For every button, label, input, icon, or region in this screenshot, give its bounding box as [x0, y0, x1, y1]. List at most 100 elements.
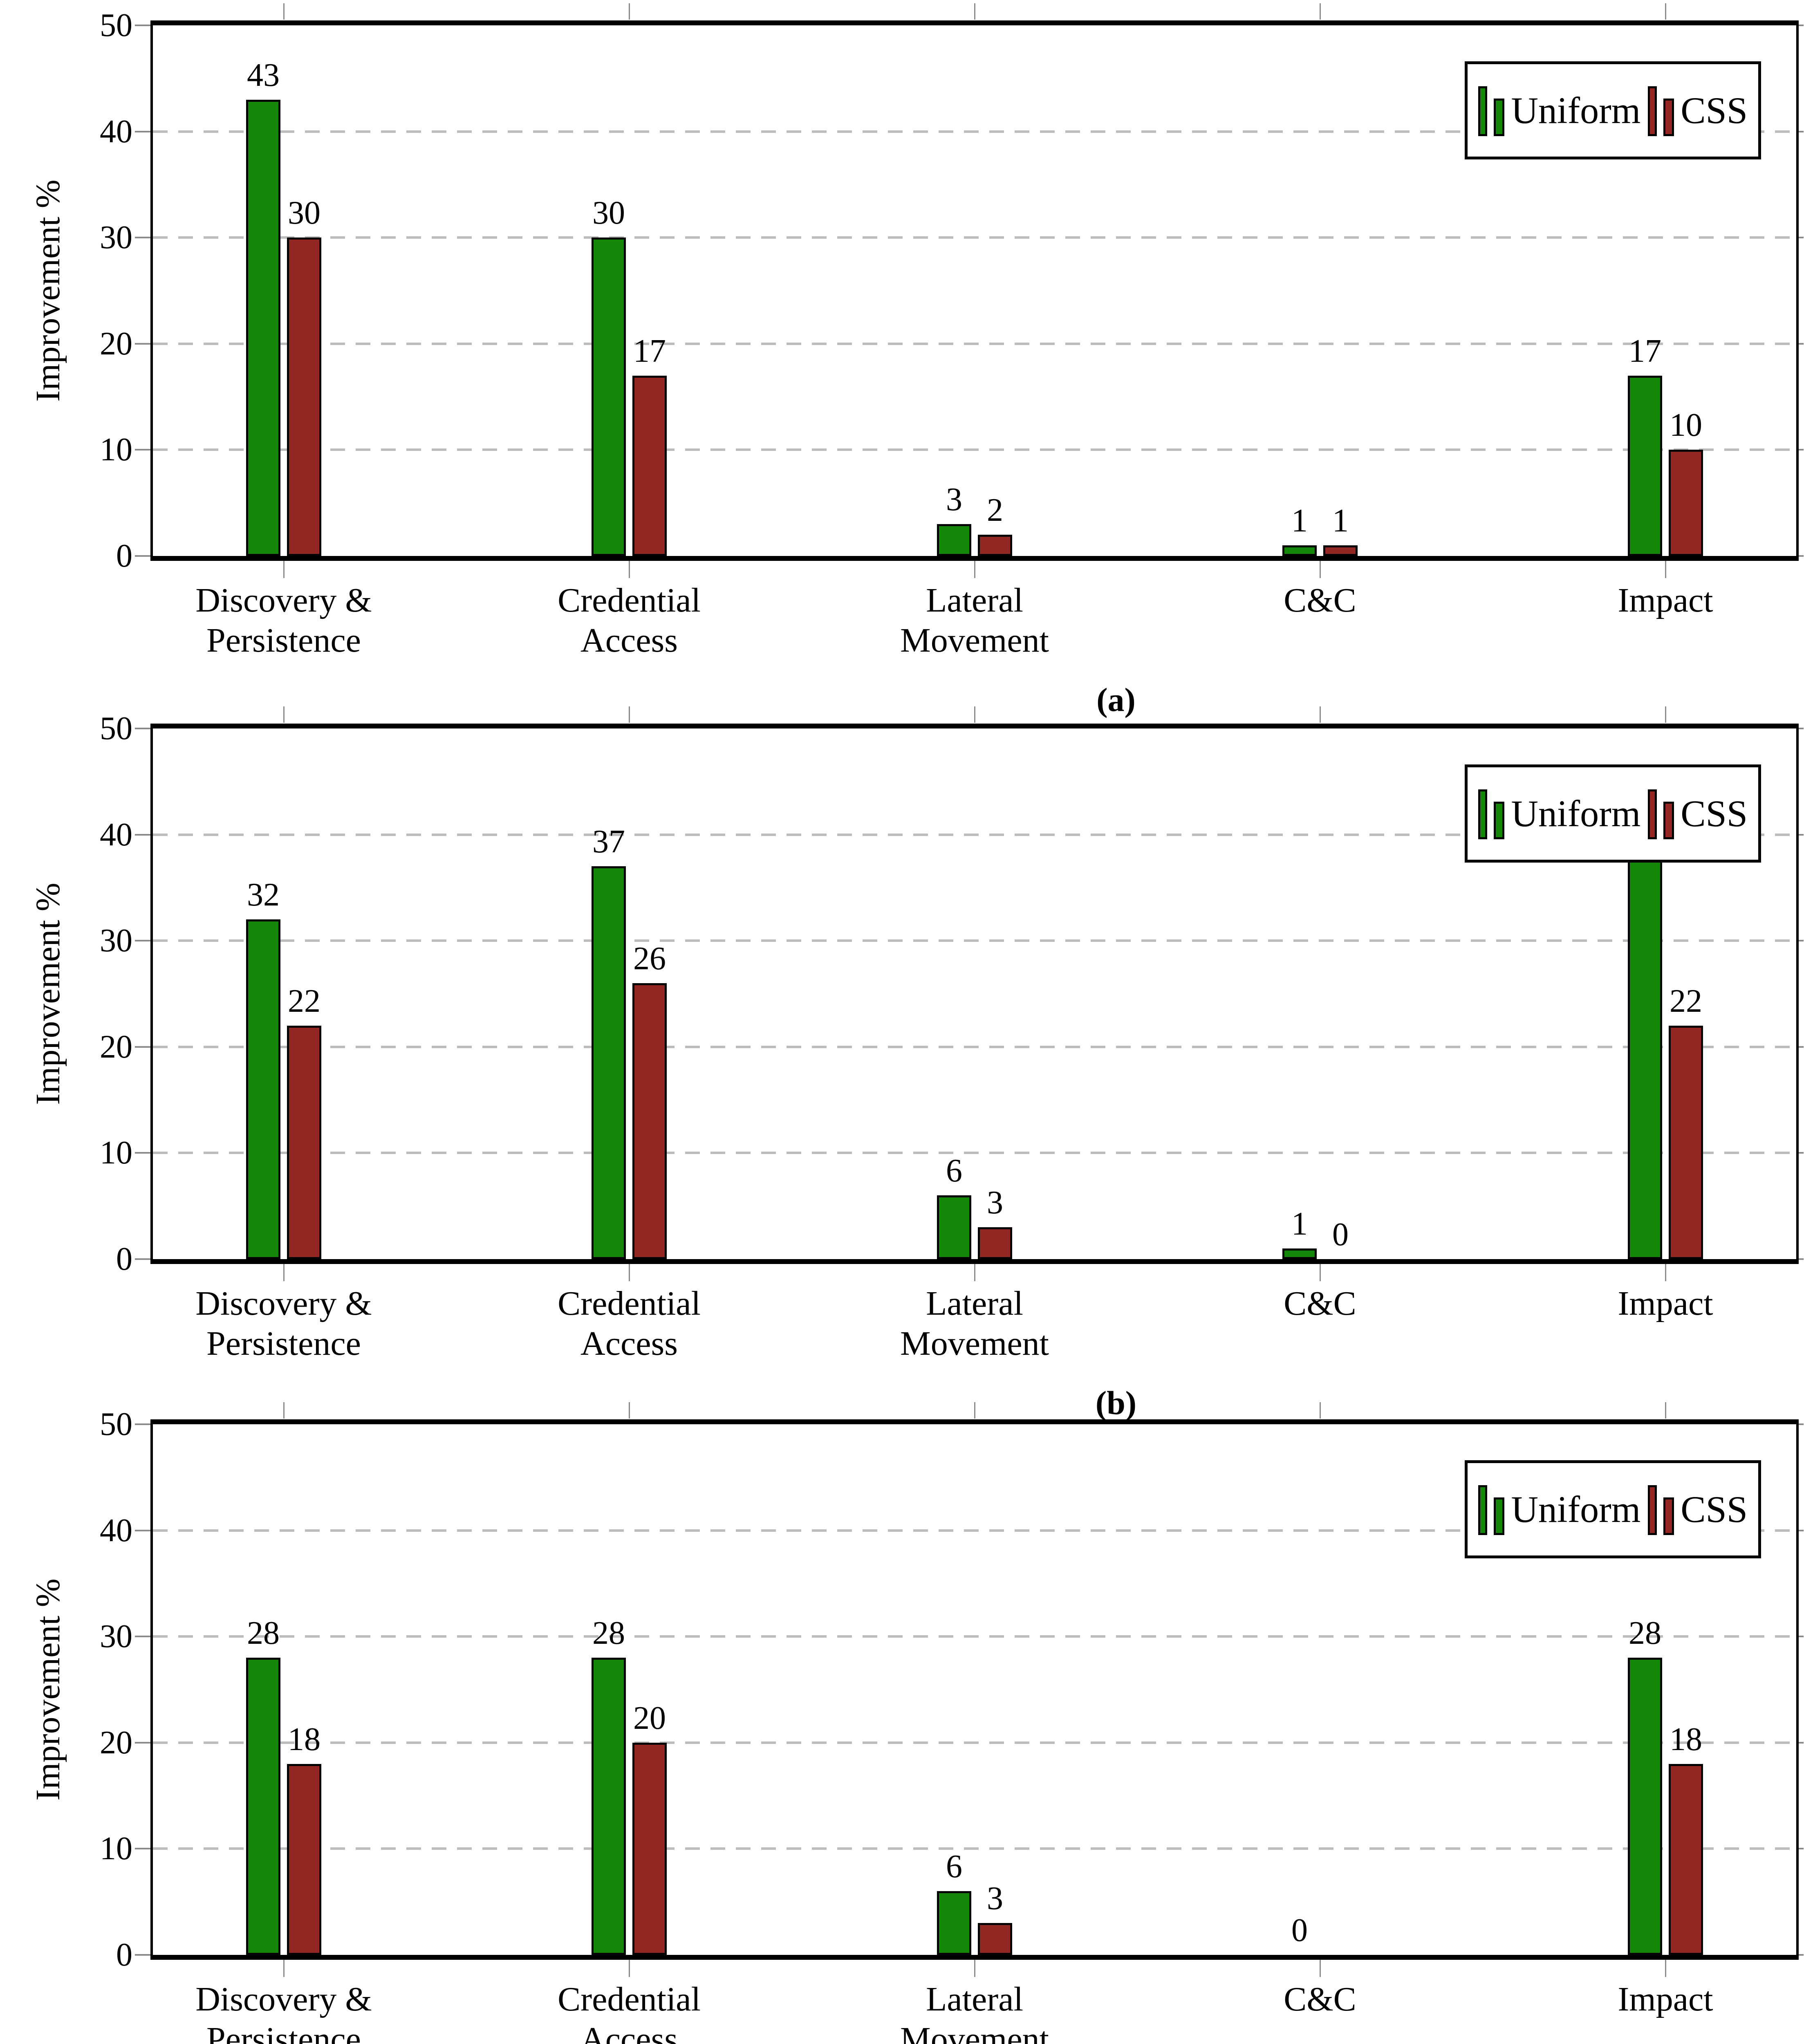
value-label: 30	[288, 195, 320, 231]
subplot-caption: (b)	[1095, 1384, 1137, 1421]
value-label: 1	[1332, 503, 1349, 539]
y-tick	[135, 1848, 150, 1850]
x-tick	[974, 1264, 975, 1281]
category-label: Persistence	[206, 2020, 361, 2044]
x-tick	[1320, 1264, 1321, 1281]
x-tick	[974, 1402, 975, 1419]
y-tick	[1799, 1046, 1804, 1048]
gridline-10	[153, 448, 1796, 451]
y-tick-label: 30	[100, 923, 132, 959]
category-label: Discovery &	[195, 1284, 372, 1322]
value-label: 43	[247, 57, 280, 93]
gridline-20	[153, 342, 1796, 345]
bar-uniform-2	[937, 524, 971, 556]
value-label: 30	[592, 195, 625, 231]
y-tick	[135, 130, 150, 132]
gridline-20	[153, 1741, 1796, 1744]
y-tick	[135, 449, 150, 451]
bar-css-2	[978, 535, 1012, 556]
bar-css-3	[1323, 545, 1358, 556]
x-tick	[629, 706, 630, 723]
legend-item-css: CSS	[1648, 85, 1748, 136]
y-tick	[1799, 1529, 1804, 1531]
value-label: 0	[1332, 1217, 1349, 1253]
legend-uniform-bars-icon	[1478, 788, 1505, 839]
y-axis-title: Improvement %	[29, 1578, 67, 1801]
y-tick-label: 50	[100, 1406, 132, 1442]
category-label: Discovery &	[195, 581, 372, 619]
x-tick	[1665, 561, 1666, 578]
y-tick	[1799, 834, 1804, 836]
category-label: Movement	[900, 2020, 1049, 2044]
x-tick	[1320, 1960, 1321, 1977]
x-tick	[629, 561, 630, 578]
y-tick-label: 0	[116, 1937, 132, 1973]
x-tick	[1320, 561, 1321, 578]
category-label: Impact	[1618, 1284, 1713, 1322]
y-tick	[1799, 1848, 1804, 1850]
y-tick	[1799, 343, 1804, 345]
category-label: Access	[580, 2020, 678, 2044]
value-label: 18	[1670, 1721, 1702, 1757]
x-tick	[974, 561, 975, 578]
x-tick	[283, 3, 285, 20]
y-tick	[1799, 1741, 1804, 1744]
legend-label: Uniform	[1511, 1488, 1641, 1530]
gridline-30	[153, 236, 1796, 239]
bar-uniform-1	[592, 866, 626, 1259]
gridline-40	[153, 1529, 1796, 1532]
y-tick	[1799, 1258, 1804, 1260]
y-tick	[1799, 728, 1804, 729]
y-tick	[135, 1046, 150, 1048]
bar-uniform-0	[246, 99, 280, 556]
y-tick-label: 40	[100, 1512, 132, 1549]
legend-uniform-bars-icon	[1478, 85, 1505, 136]
x-tick	[1320, 706, 1321, 723]
category-label: C&C	[1284, 1284, 1356, 1322]
y-axis-title: Improvement %	[29, 883, 67, 1105]
value-label: 3	[946, 482, 962, 518]
y-tick-label: 0	[116, 538, 132, 574]
value-label: 6	[946, 1153, 962, 1189]
value-label: 3	[987, 1880, 1003, 1917]
y-tick	[135, 834, 150, 836]
legend-label: CSS	[1681, 90, 1748, 131]
bar-css-1	[632, 1742, 667, 1955]
bar-css-2	[978, 1227, 1012, 1259]
y-tick	[1799, 555, 1804, 557]
value-label: 28	[247, 1615, 280, 1652]
gridline-20	[153, 1045, 1796, 1048]
category-label: Discovery &	[195, 1980, 372, 2018]
bar-uniform-3	[1282, 1248, 1317, 1259]
bar-css-1	[632, 983, 667, 1259]
y-tick	[135, 1741, 150, 1744]
plot-content: 28 18 28 20 6 3 0 28 18	[153, 1424, 1796, 1955]
gridline-40	[153, 130, 1796, 133]
y-tick-label: 50	[100, 7, 132, 43]
gridline-30	[153, 1635, 1796, 1638]
legend-css-bars-icon	[1648, 788, 1675, 839]
value-label: 32	[247, 877, 280, 913]
category-label: Impact	[1618, 581, 1713, 619]
category-label: Movement	[900, 1325, 1049, 1363]
legend: Uniform CSS	[1465, 1460, 1761, 1558]
plot-content: 3222372663103822	[153, 728, 1796, 1259]
category-label: Access	[580, 1325, 678, 1363]
legend: Uniform CSS	[1465, 61, 1761, 159]
y-tick	[1799, 449, 1804, 451]
value-label: 3	[987, 1185, 1003, 1221]
bar-uniform-1	[592, 1658, 626, 1955]
y-tick	[1799, 1423, 1804, 1425]
y-tick-label: 30	[100, 1618, 132, 1655]
category-label: Impact	[1618, 1980, 1713, 2018]
y-tick-label: 10	[100, 432, 132, 468]
legend-item-css: CSS	[1648, 1484, 1748, 1535]
legend-item-css: CSS	[1648, 788, 1748, 839]
category-label: Credential	[558, 1284, 701, 1322]
value-label: 17	[633, 333, 666, 369]
bar-uniform-4	[1628, 375, 1662, 556]
y-tick	[135, 940, 150, 942]
y-tick	[1799, 130, 1804, 132]
legend-label: Uniform	[1511, 90, 1641, 131]
y-tick	[135, 343, 150, 345]
